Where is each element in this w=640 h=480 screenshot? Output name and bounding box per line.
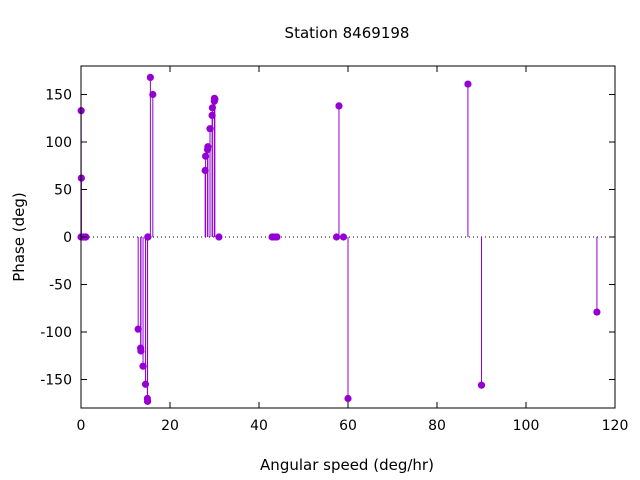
data-point [139,362,147,370]
y-tick-label: -150 [40,373,72,389]
x-tick-label: 20 [161,418,179,434]
data-point [141,380,150,388]
y-tick-label: -100 [40,325,72,341]
data-point [211,95,219,103]
x-tick-label: 120 [602,418,629,434]
x-tick-label: 100 [513,418,540,434]
plot-frame [80,65,616,409]
data-point [134,325,142,333]
data-point [208,111,216,119]
data-point [144,233,152,241]
data-point [332,233,341,241]
data-point [137,347,145,355]
y-tick-label: 100 [45,135,72,151]
data-point [201,166,209,175]
data-point [344,394,352,403]
data-point [339,233,348,241]
data-point [146,73,154,81]
data-point [202,152,210,160]
data-point [335,102,343,110]
y-axis-label: Phase (deg) [10,192,28,282]
y-tick-label: 0 [63,230,72,246]
data-point [149,90,157,99]
data-point [464,80,472,88]
y-tick-label: 150 [45,88,72,104]
data-point [208,104,217,112]
data-point [477,381,486,389]
x-tick-label: 40 [250,418,268,434]
data-point [273,233,281,241]
data-point [206,125,214,133]
y-tick-label: -50 [49,278,72,294]
data-point [593,308,601,316]
x-tick-label: 60 [339,418,357,434]
y-tick-label: 50 [54,183,72,199]
data-point [204,143,212,151]
data-point [215,233,223,241]
x-tick-label: 80 [428,418,446,434]
x-axis-label: Angular speed (deg/hr) [260,456,434,474]
data-point [143,397,152,405]
chart-title: Station 8469198 [285,24,410,42]
x-tick-label: 0 [77,418,86,434]
